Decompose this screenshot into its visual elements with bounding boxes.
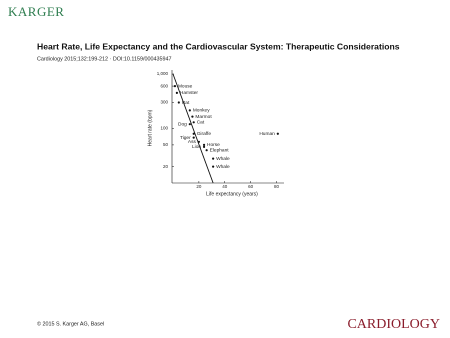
point-label: Monkey xyxy=(193,108,210,114)
data-point xyxy=(177,101,180,104)
y-tick-label: 300 xyxy=(160,100,168,105)
footer: © 2015 S. Karger AG, Basel xyxy=(37,320,104,327)
x-tick-label: 60 xyxy=(248,184,254,189)
y-tick-label: 100 xyxy=(160,126,168,131)
point-label: Giraffe xyxy=(197,131,212,137)
point-label: Elephant xyxy=(210,147,230,153)
point-label: Ass xyxy=(188,139,197,145)
y-tick-label: 50 xyxy=(163,142,169,147)
data-point xyxy=(175,91,178,94)
data-point xyxy=(212,157,215,160)
citation: Cardiology 2015;132:199-212 · DOI:10.115… xyxy=(37,56,171,62)
data-point xyxy=(173,84,177,88)
point-label: Mouse xyxy=(178,83,193,89)
data-point xyxy=(202,143,206,147)
point-label: Lion xyxy=(192,144,201,150)
data-point xyxy=(192,136,195,139)
trend-line xyxy=(172,73,214,184)
data-point xyxy=(192,121,195,124)
data-point xyxy=(191,115,194,118)
x-tick-label: 20 xyxy=(196,184,202,189)
point-label: Whale xyxy=(216,164,230,170)
point-label: Horse xyxy=(207,142,220,148)
journal-logo: CARDIOLOGY xyxy=(347,317,440,332)
data-point xyxy=(192,132,195,135)
y-tick-label: 600 xyxy=(160,83,168,88)
point-label: Dog xyxy=(178,121,187,127)
point-label: Marmot xyxy=(195,114,212,120)
point-label: Tiger xyxy=(180,135,191,141)
data-point xyxy=(188,109,191,112)
point-label: Whale xyxy=(216,156,230,162)
data-point xyxy=(276,132,279,135)
x-axis-label: Life expectancy (years) xyxy=(206,191,258,197)
y-tick-label: 20 xyxy=(163,164,169,169)
x-tick-label: 40 xyxy=(222,184,228,189)
point-label: Hamster xyxy=(180,90,199,96)
x-tick-label: 80 xyxy=(274,184,280,189)
point-label: Human xyxy=(259,131,275,137)
data-point xyxy=(202,145,206,148)
data-point xyxy=(197,140,200,143)
y-tick-label: 1,000 xyxy=(157,71,169,76)
point-label: Cat xyxy=(197,120,205,126)
data-point xyxy=(212,165,215,168)
point-label: Rat xyxy=(182,100,190,106)
publisher-logo: KARGER xyxy=(8,4,64,19)
slide-title: Heart Rate, Life Expectancy and the Card… xyxy=(37,41,400,51)
y-axis-label: Heart rate (bpm) xyxy=(147,109,153,146)
data-point xyxy=(205,149,208,152)
data-point xyxy=(188,123,191,126)
